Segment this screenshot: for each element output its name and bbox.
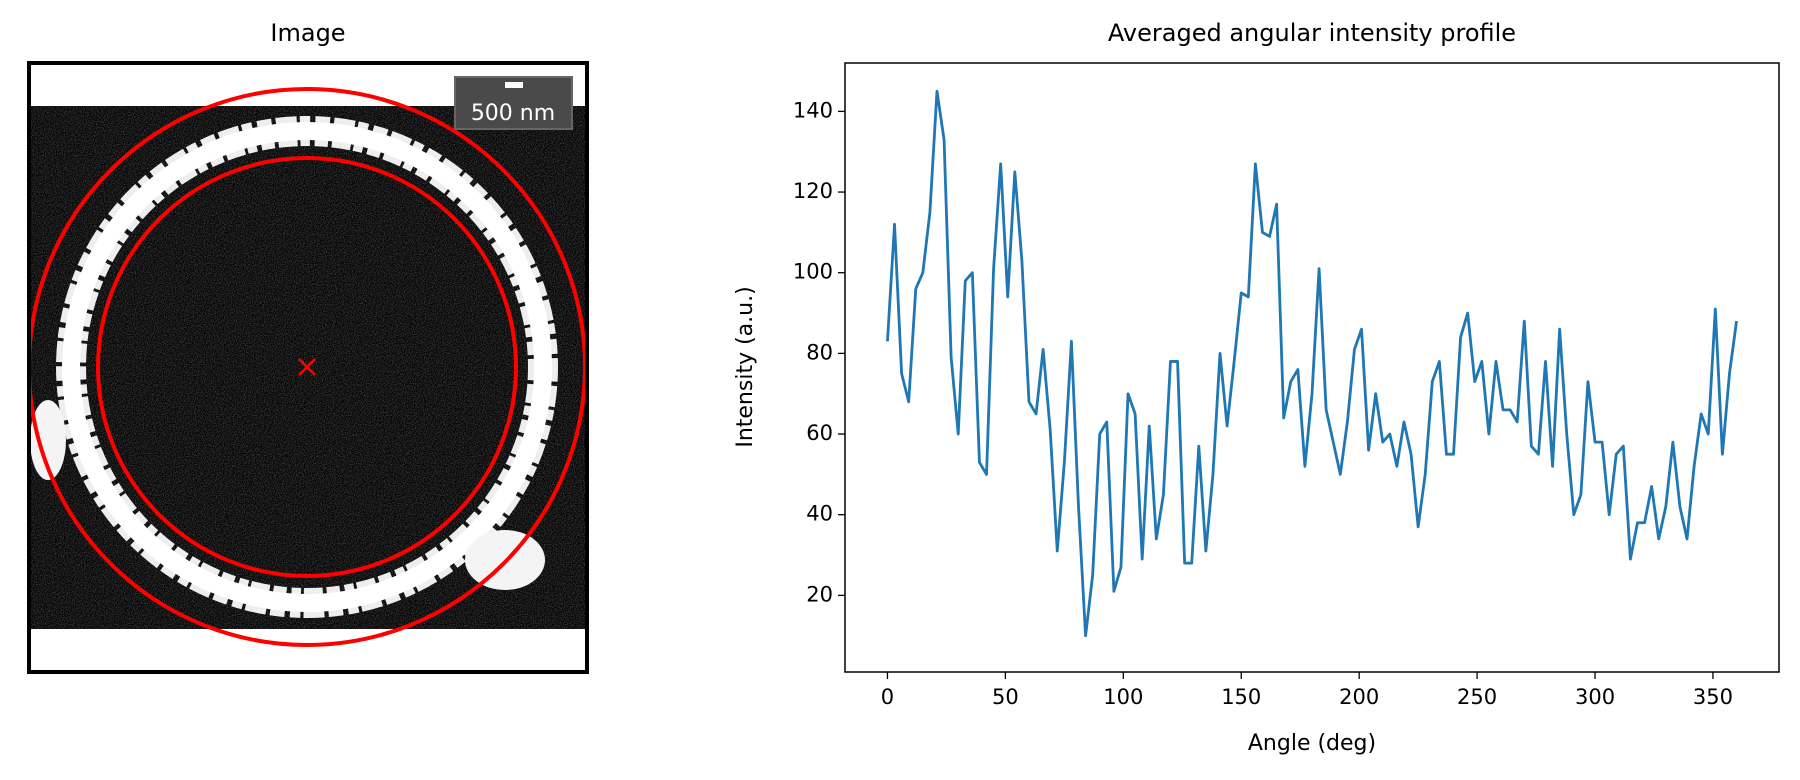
x-tick-label: 0: [881, 685, 894, 709]
micrograph: 500 nm: [29, 63, 587, 672]
x-tick-label: 50: [992, 685, 1019, 709]
y-axis-label: Intensity (a.u.): [733, 286, 758, 447]
x-axis-label: Angle (deg): [1248, 731, 1376, 756]
image-panel: Image 500 nm: [27, 19, 589, 674]
y-tick-label: 20: [806, 582, 833, 606]
image-title: Image: [270, 19, 345, 47]
x-tick-label: 150: [1221, 685, 1261, 709]
image-frame: [27, 61, 589, 674]
x-tick-label: 300: [1575, 685, 1615, 709]
scale-bar-label: 500 nm: [471, 101, 555, 126]
x-tick-label: 250: [1457, 685, 1497, 709]
plot-frame: [844, 62, 1780, 673]
scale-bar: [505, 82, 523, 88]
inner-circle: [96, 156, 518, 578]
y-tick-label: 100: [793, 260, 833, 284]
chart-title: Averaged angular intensity profile: [1108, 19, 1516, 47]
y-tick-label: 60: [806, 421, 833, 445]
y-tick-label: 80: [806, 340, 833, 364]
data-line: [886, 89, 1738, 638]
y-tick-label: 140: [793, 98, 833, 122]
center-marker: [298, 358, 316, 376]
x-tick-label: 100: [1103, 685, 1143, 709]
y-tick-label: 40: [806, 502, 833, 526]
x-tick-label: 200: [1339, 685, 1379, 709]
y-tick-label: 120: [793, 179, 833, 203]
line-chart: Averaged angular intensity profile Angle…: [733, 19, 1780, 756]
ring-core: [62, 122, 552, 612]
bright-blob: [30, 400, 66, 480]
x-tick-label: 350: [1693, 685, 1733, 709]
